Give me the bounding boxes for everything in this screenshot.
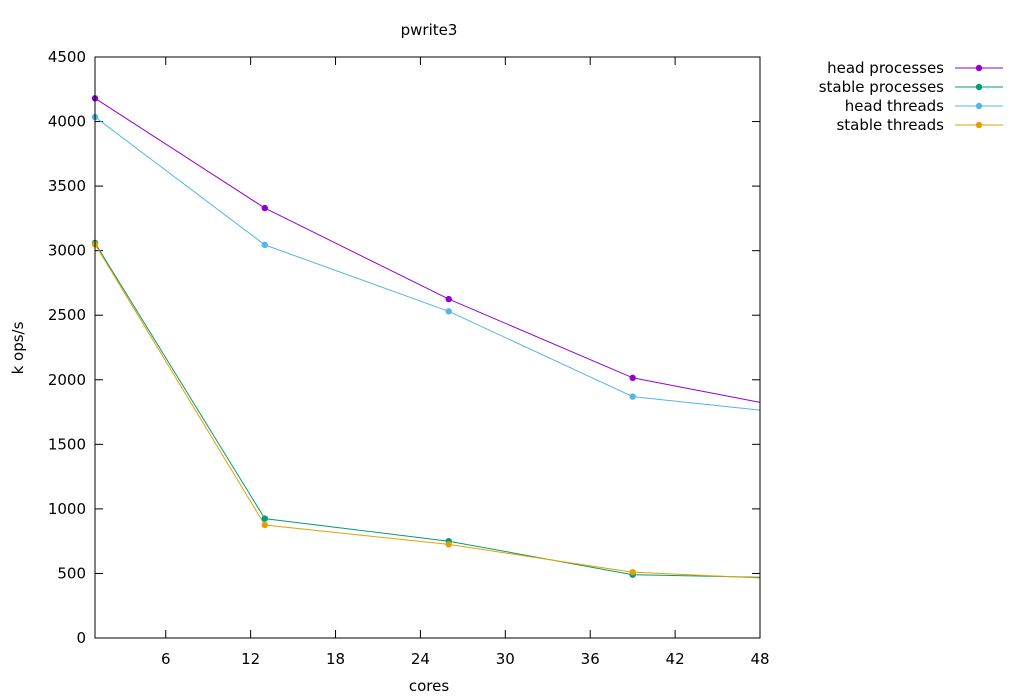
y-tick-label: 2500: [48, 306, 86, 324]
data-point-head-processes: [445, 295, 452, 303]
legend-marker-stable-processes: [975, 83, 983, 91]
data-point-stable-threads: [629, 568, 636, 576]
legend-marker-stable-threads: [975, 121, 983, 129]
y-tick-label: 0: [76, 629, 86, 647]
data-point-head-processes: [261, 204, 268, 212]
series-line-head-threads: [94, 116, 761, 411]
y-axis-label: k ops/s: [9, 321, 27, 374]
series-lines: [94, 97, 761, 579]
legend-marker-head-processes: [975, 64, 983, 72]
data-point-stable-threads: [445, 541, 452, 548]
tick-marks: [95, 56, 761, 639]
x-tick-label: 48: [750, 650, 769, 668]
x-tick-label: 12: [241, 650, 260, 668]
legend-marker-head-threads: [975, 102, 983, 110]
series-points: [91, 95, 636, 578]
x-tick-label: 24: [411, 650, 430, 668]
y-tick-labels: 0 500 1000 1500 2000 2500 3000 3500 4000 4500: [48, 48, 86, 647]
x-tick-label: 36: [581, 650, 600, 668]
data-point-head-threads: [445, 308, 452, 315]
x-axis-label: cores: [409, 677, 449, 695]
y-tick-label: 3500: [48, 177, 86, 195]
data-point-stable-threads: [261, 521, 268, 529]
series-line-stable-threads: [94, 243, 761, 579]
data-point-stable-processes: [261, 515, 268, 522]
plot-frame: [94, 56, 761, 639]
legend-label: head threads: [845, 97, 944, 115]
y-tick-label: 3000: [48, 242, 86, 260]
series-line-head-processes: [94, 97, 761, 403]
x-tick-label: 6: [161, 650, 171, 668]
y-tick-label: 4500: [48, 48, 86, 66]
y-tick-label: 4000: [48, 113, 86, 131]
legend-label: stable processes: [819, 78, 944, 96]
data-point-head-processes: [629, 374, 636, 382]
legend-label: head processes: [827, 59, 944, 77]
y-tick-label: 1500: [48, 435, 86, 453]
y-tick-label: 500: [57, 564, 86, 582]
x-tick-label: 18: [326, 650, 345, 668]
chart-title: pwrite3: [401, 21, 458, 39]
data-point-head-threads: [629, 393, 636, 400]
legend-label: stable threads: [836, 116, 944, 134]
x-tick-label: 42: [666, 650, 685, 668]
data-point-head-threads: [261, 241, 268, 249]
x-tick-label: 30: [496, 650, 515, 668]
y-tick-label: 1000: [48, 500, 86, 518]
y-tick-label: 2000: [48, 371, 86, 389]
x-tick-labels: 6 12 18 24 30 36 42 48: [161, 650, 770, 668]
